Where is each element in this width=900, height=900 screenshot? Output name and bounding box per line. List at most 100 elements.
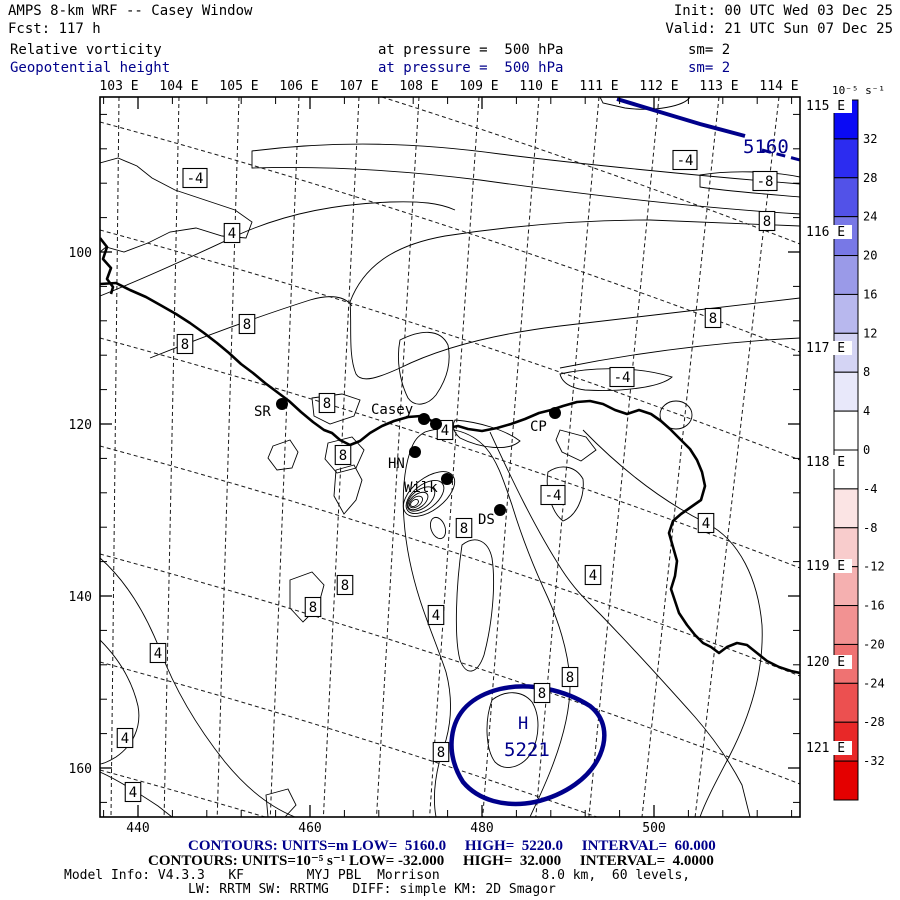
- parallel-line: [100, 553, 800, 785]
- contour-label: 8: [336, 574, 354, 596]
- contour-label: 8: [432, 741, 450, 763]
- contour-label-text: 8: [309, 600, 317, 616]
- right-axis-label: 119 E: [806, 559, 845, 574]
- station-casey: Casey: [371, 402, 442, 430]
- contour-label-box: [124, 781, 142, 803]
- negative-vorticity-regions: [100, 97, 800, 540]
- top-axis-label: 114 E: [759, 79, 798, 94]
- forecast-hour: Fcst: 117 h: [8, 21, 101, 37]
- contour-label: 8: [455, 517, 473, 539]
- contour-label-box: [752, 170, 778, 192]
- left-axis-label: 120: [69, 418, 92, 433]
- contour-label-text: -4: [545, 488, 562, 504]
- top-axis-label: 106 E: [279, 79, 318, 94]
- axis-labels: 103 E 104 E 105 E 106 E 107 E 108 E 109 E 110 E…: [69, 79, 799, 836]
- contour-label: 8: [758, 210, 776, 232]
- height-smoothing: sm= 2: [688, 60, 730, 76]
- station-label: HN: [388, 456, 405, 472]
- contour-label-text: 4: [589, 568, 597, 584]
- contour-label-box: [149, 642, 167, 664]
- contour-label: -8: [752, 170, 778, 192]
- colorbar: 10⁻⁵ s⁻¹ 32 28 24 20 16 12 8 4 0 -4 -8 -12 -16 -20 -24…: [806, 84, 885, 801]
- contour-label: 8: [561, 666, 579, 688]
- geopotential-height-contours: [449, 97, 800, 807]
- station-markers: SR Casey CP HN Wilk DS: [254, 398, 561, 528]
- station-label: CP: [530, 419, 547, 435]
- contour-label: 8: [304, 596, 322, 618]
- station-dot: [494, 504, 506, 516]
- station-label: DS: [478, 512, 495, 528]
- contour-label: -4: [672, 149, 698, 171]
- vorticity-contour-lines: [100, 201, 800, 817]
- station-dot: [409, 446, 421, 458]
- top-axis-label: 103 E: [99, 79, 138, 94]
- contour-label-box: [697, 512, 715, 534]
- contour-label-text: 8: [460, 521, 468, 537]
- vorticity-smoothing: sm= 2: [688, 42, 730, 58]
- right-axis-label: 120 E: [806, 655, 845, 670]
- meridian-line: [110, 97, 120, 817]
- bottom-axis-label: 460: [298, 821, 321, 836]
- colorbar-tick-label: -32: [863, 754, 885, 768]
- right-axis-label-bg: [830, 341, 852, 355]
- station-label: Wilk: [404, 480, 438, 496]
- contour-label: 8: [704, 307, 722, 329]
- parallel-line: [100, 121, 800, 353]
- contour-label: -4: [609, 366, 635, 388]
- bottom-axis-label: 500: [642, 821, 665, 836]
- colorbar-units: 10⁻⁵ s⁻¹: [832, 84, 885, 97]
- contour-label-text: 4: [228, 226, 236, 242]
- colorbar-cell: [833, 488, 859, 529]
- colorbar-tick-label: 0: [863, 443, 870, 457]
- contour-label-text: 8: [243, 317, 251, 333]
- station-dot: [430, 418, 442, 430]
- contour-label-box: [561, 666, 579, 688]
- contour-label-box: [672, 149, 698, 171]
- contour-label: 4: [427, 604, 445, 626]
- colorbar-cell: [833, 682, 859, 723]
- map-border: [99, 96, 801, 818]
- init-time: Init: 00 UTC Wed 03 Dec 25: [674, 3, 893, 19]
- contour-label: 4: [584, 564, 602, 586]
- right-axis-label: 121 E: [806, 741, 845, 756]
- contour-label: 4: [149, 642, 167, 664]
- height-high-value: 5221: [504, 739, 550, 761]
- contour-value-labels: -4 -4 -8 8 4 8 8 8 8 4 8 -4 8 -4 4 4 8 8 4 4 4 8 8 8 4: [116, 149, 778, 803]
- meridian-line: [269, 97, 300, 817]
- right-axis-label-bg: [830, 455, 852, 469]
- colorbar-tick-label: -24: [863, 676, 885, 690]
- contour-label-text: 4: [129, 785, 137, 801]
- contour-label-text: 8: [339, 448, 347, 464]
- colorbar-cell: [833, 371, 859, 412]
- top-axis-label: 113 E: [699, 79, 738, 94]
- parallel-line: [380, 97, 800, 245]
- contour-label-box: [238, 313, 256, 335]
- colorbar-cell: [833, 760, 859, 801]
- contour-label-box: [584, 564, 602, 586]
- contour-label-text: 4: [154, 646, 162, 662]
- positive-vorticity-regions: [265, 219, 800, 817]
- meridian-line: [216, 97, 240, 817]
- contour-label-box: [223, 222, 241, 244]
- colorbar-tick-label: 28: [863, 171, 877, 185]
- meridian-line: [588, 97, 660, 817]
- colorbar-tick-label: 24: [863, 210, 877, 224]
- right-axis-label: 116 E: [806, 225, 845, 240]
- contour-label-text: 8: [709, 311, 717, 327]
- contour-label-box: [758, 210, 776, 232]
- top-axis-label: 111 E: [579, 79, 618, 94]
- left-axis-label: 100: [69, 246, 92, 261]
- colorbar-tick-label: -12: [863, 560, 885, 574]
- contour-label-text: 8: [437, 745, 445, 761]
- contour-label: 4: [697, 512, 715, 534]
- contour-label: 4: [223, 222, 241, 244]
- top-axis-label: 107 E: [339, 79, 378, 94]
- top-axis-label: 108 E: [399, 79, 438, 94]
- contour-label-box: [609, 366, 635, 388]
- station-dot: [441, 473, 453, 485]
- colorbar-tick-label: -20: [863, 637, 885, 651]
- colorbar-cell: [833, 293, 859, 334]
- left-axis-label: 140: [69, 590, 92, 605]
- contour-label-text: -4: [187, 171, 204, 187]
- station-wilk: Wilk: [404, 473, 453, 496]
